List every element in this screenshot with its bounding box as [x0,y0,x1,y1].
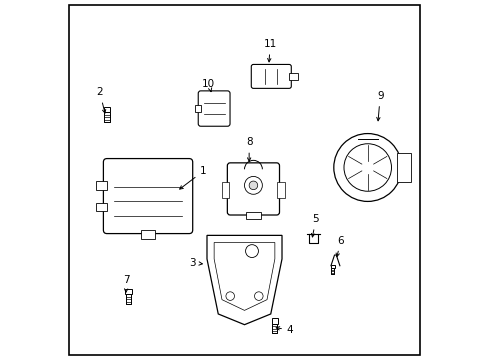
Bar [330,268,334,274]
Text: 8: 8 [245,138,252,161]
FancyBboxPatch shape [227,163,279,215]
Bar [141,230,155,239]
Text: 5: 5 [311,214,319,237]
Text: 9: 9 [376,91,383,121]
Bar [396,153,410,182]
Bar [125,289,131,294]
Text: 7: 7 [123,275,130,292]
Polygon shape [206,235,282,325]
Text: 10: 10 [202,78,215,92]
Text: 6: 6 [335,236,344,257]
Text: 3: 3 [189,258,202,268]
Circle shape [244,176,262,194]
Bar [272,324,277,333]
Bar [271,318,278,324]
FancyBboxPatch shape [251,64,291,88]
Bar [104,112,109,122]
FancyBboxPatch shape [103,158,192,234]
Circle shape [343,144,391,191]
Circle shape [333,134,401,202]
Circle shape [225,292,234,300]
Bar [222,182,229,198]
Bar [330,265,334,268]
Circle shape [254,292,263,300]
FancyBboxPatch shape [198,91,229,126]
Bar [96,203,107,211]
Text: 4: 4 [276,325,293,335]
Bar [96,181,107,190]
Text: 11: 11 [263,39,276,62]
Bar [103,107,110,112]
Circle shape [248,181,257,190]
Circle shape [245,245,258,257]
Bar [277,182,284,198]
Bar [195,105,201,112]
Text: 1: 1 [179,166,206,189]
Bar [288,73,298,80]
Bar [125,294,131,304]
Text: 2: 2 [96,87,105,113]
Bar [246,212,260,219]
